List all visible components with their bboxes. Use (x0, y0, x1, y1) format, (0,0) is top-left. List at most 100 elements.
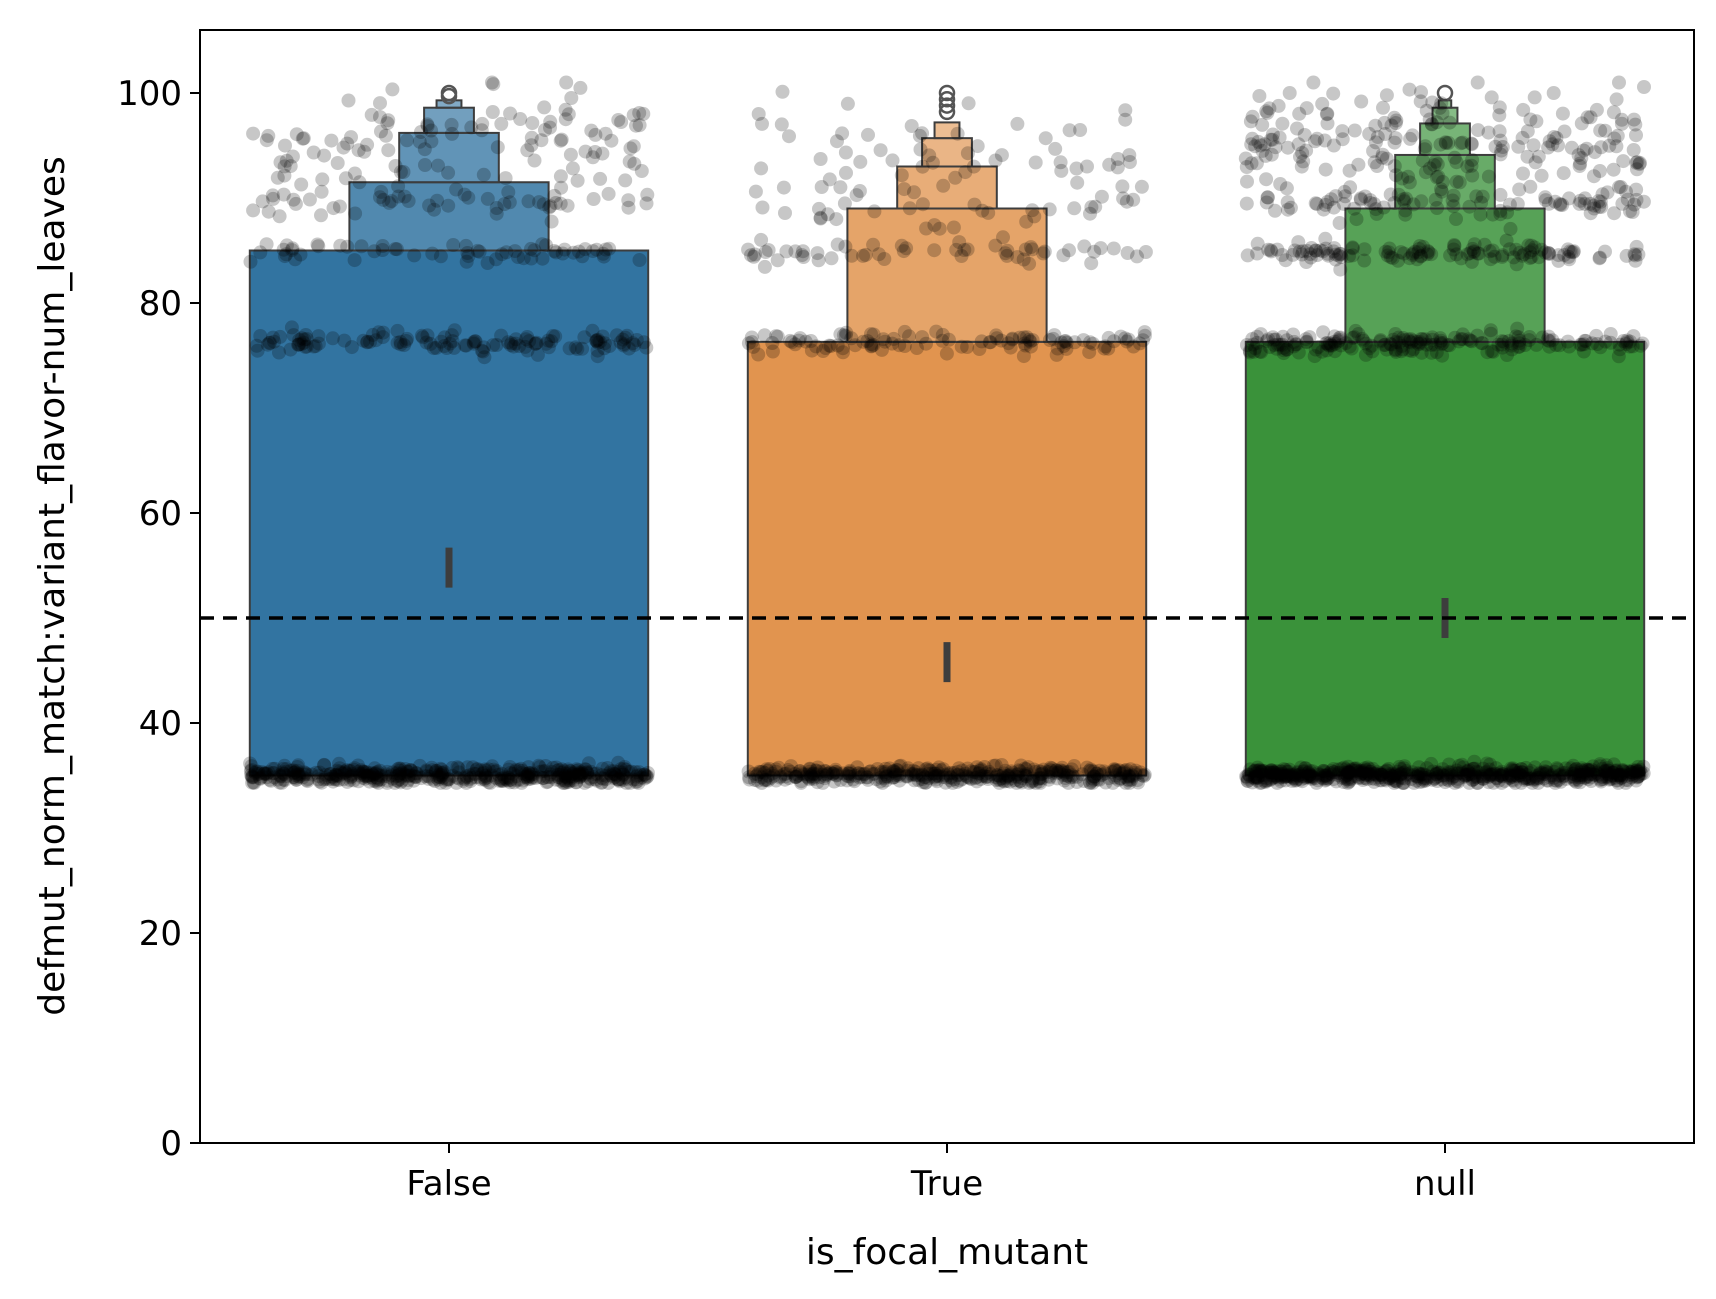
data-point (765, 344, 780, 359)
data-point (385, 82, 400, 97)
data-point (360, 137, 375, 152)
data-point (504, 336, 519, 351)
data-point (932, 221, 947, 236)
data-point (489, 338, 504, 352)
data-point (595, 329, 610, 344)
data-point (1557, 768, 1572, 783)
data-point (550, 763, 565, 778)
data-point (528, 336, 543, 351)
data-point (1404, 772, 1419, 786)
data-point (1067, 201, 1082, 216)
data-point (596, 771, 611, 786)
data-point (1516, 166, 1530, 181)
data-point (1092, 763, 1107, 778)
data-point (1014, 771, 1029, 785)
data-point (1328, 247, 1343, 262)
data-point (1008, 769, 1023, 784)
data-point (1518, 767, 1533, 782)
data-point (484, 768, 499, 783)
data-point (1302, 764, 1317, 778)
data-point (943, 769, 958, 784)
data-point (769, 329, 784, 344)
data-point (367, 773, 382, 788)
data-point (1087, 244, 1102, 259)
data-point (1418, 773, 1432, 788)
data-point (1069, 775, 1084, 789)
data-point (1469, 764, 1484, 779)
data-point (1095, 767, 1110, 782)
data-point (334, 765, 349, 780)
data-point (1080, 159, 1094, 174)
data-point (573, 80, 588, 95)
data-point (613, 772, 628, 786)
data-point (1342, 774, 1357, 789)
data-point (637, 771, 652, 786)
data-point (589, 333, 604, 348)
data-point (1562, 339, 1577, 354)
data-point (1058, 334, 1073, 349)
data-point (885, 770, 900, 785)
data-point (949, 242, 964, 257)
data-point (1028, 155, 1043, 170)
data-point (630, 774, 645, 789)
data-point (544, 334, 559, 349)
data-point (558, 768, 573, 783)
data-point (1338, 769, 1353, 784)
data-point (1294, 159, 1309, 174)
data-point (1605, 768, 1620, 783)
data-point (1429, 767, 1444, 781)
data-point (351, 774, 366, 789)
data-point (1573, 775, 1587, 790)
data-point (1465, 772, 1480, 787)
data-point (1435, 106, 1450, 121)
data-point (594, 775, 609, 790)
data-point (277, 249, 292, 264)
data-point (596, 246, 611, 261)
data-point (816, 344, 831, 358)
data-point (879, 768, 894, 783)
data-point (892, 773, 907, 788)
data-point (1083, 762, 1098, 777)
data-point (1409, 769, 1424, 784)
data-point (1273, 767, 1288, 781)
data-point (404, 764, 419, 778)
data-point (901, 761, 916, 776)
data-point (989, 328, 1004, 343)
data-point (434, 767, 449, 782)
data-point (769, 773, 784, 788)
data-point (938, 768, 953, 783)
data-point (347, 253, 362, 268)
data-point (963, 771, 978, 786)
data-point (289, 772, 304, 787)
data-point (589, 334, 604, 349)
data-point (1045, 765, 1060, 780)
data-point (1436, 768, 1451, 783)
data-point (606, 766, 621, 781)
data-point (543, 114, 558, 129)
data-point (423, 336, 438, 351)
data-point (864, 339, 879, 354)
data-point (263, 335, 277, 350)
data-point (406, 773, 421, 788)
data-point (1483, 767, 1498, 782)
data-point (801, 770, 816, 785)
data-point (586, 770, 601, 785)
data-point (1048, 141, 1063, 156)
data-point (912, 768, 926, 783)
data-point (1019, 214, 1034, 229)
data-point (626, 772, 641, 787)
data-point (874, 342, 889, 357)
data-point (463, 772, 478, 787)
data-point (435, 766, 450, 781)
data-point (487, 764, 502, 779)
data-point (501, 762, 516, 777)
data-point (522, 766, 536, 781)
data-point (1296, 764, 1311, 779)
data-point (563, 147, 578, 162)
data-point (433, 761, 448, 776)
data-point (551, 770, 566, 785)
data-point (376, 325, 391, 340)
data-point (285, 241, 300, 256)
plot-content (200, 75, 1694, 790)
data-point (1374, 773, 1389, 788)
